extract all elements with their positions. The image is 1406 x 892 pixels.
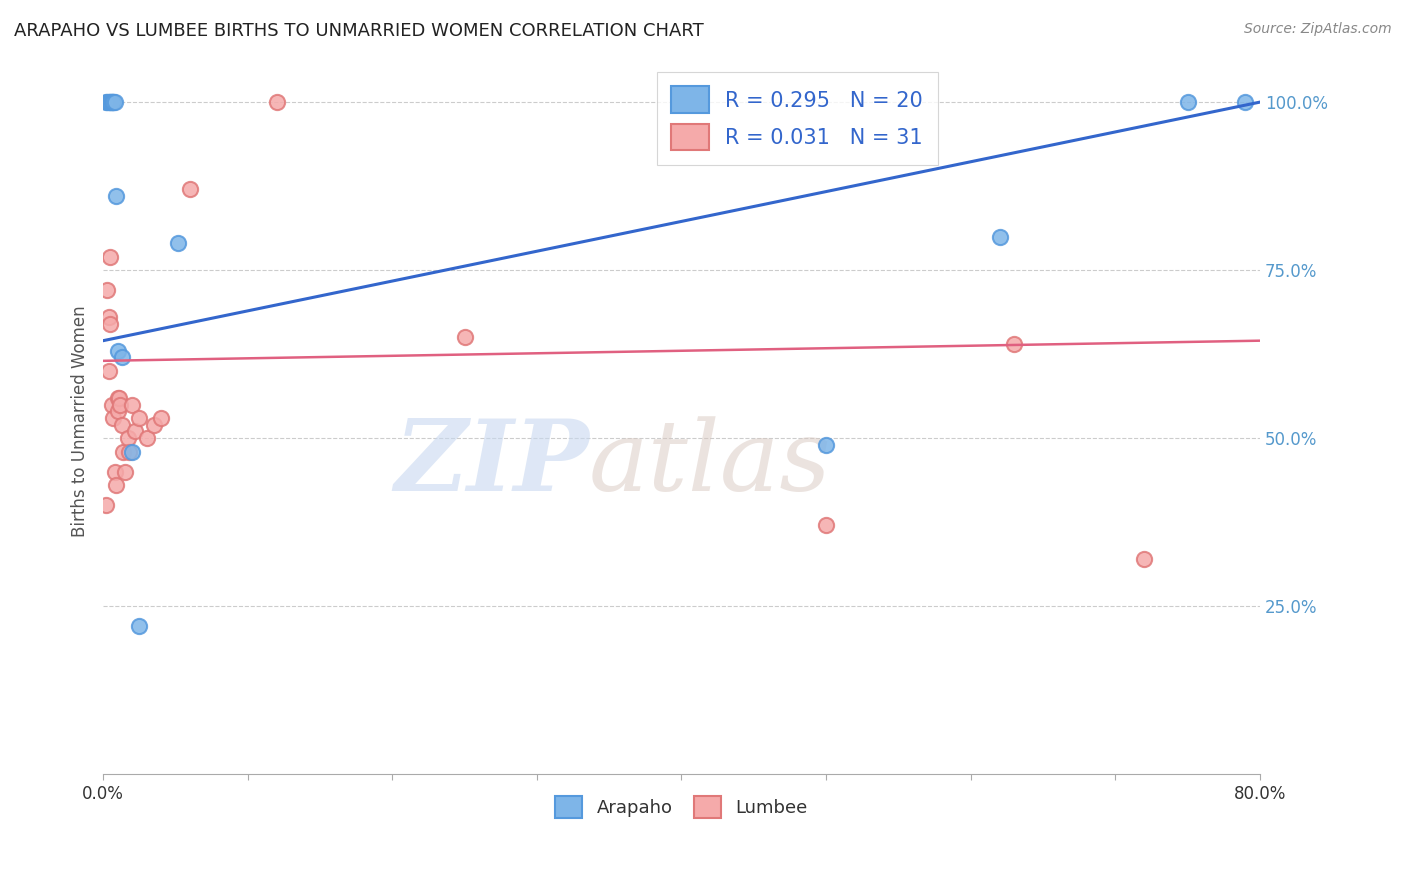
Point — [96, 283, 118, 297]
Point — [266, 95, 288, 109]
Point — [142, 417, 165, 432]
Point — [98, 95, 121, 109]
Point — [103, 411, 125, 425]
Point — [179, 182, 201, 196]
Point — [94, 95, 117, 109]
Point — [105, 189, 128, 203]
Point — [1234, 95, 1257, 109]
Point — [104, 465, 127, 479]
Point — [1002, 337, 1025, 351]
Point — [108, 391, 131, 405]
Text: Source: ZipAtlas.com: Source: ZipAtlas.com — [1244, 22, 1392, 37]
Point — [118, 444, 141, 458]
Point — [149, 411, 172, 425]
Point — [815, 518, 838, 533]
Point — [105, 478, 128, 492]
Point — [112, 444, 135, 458]
Point — [128, 619, 150, 633]
Point — [107, 404, 129, 418]
Point — [101, 95, 124, 109]
Point — [101, 398, 124, 412]
Point — [124, 425, 146, 439]
Point — [94, 499, 117, 513]
Point — [121, 444, 143, 458]
Legend: Arapaho, Lumbee: Arapaho, Lumbee — [548, 789, 815, 825]
Point — [111, 417, 134, 432]
Point — [107, 391, 129, 405]
Point — [98, 317, 121, 331]
Text: atlas: atlas — [589, 416, 832, 511]
Text: ARAPAHO VS LUMBEE BIRTHS TO UNMARRIED WOMEN CORRELATION CHART: ARAPAHO VS LUMBEE BIRTHS TO UNMARRIED WO… — [14, 22, 704, 40]
Y-axis label: Births to Unmarried Women: Births to Unmarried Women — [72, 306, 89, 537]
Point — [107, 343, 129, 358]
Point — [121, 398, 143, 412]
Point — [98, 250, 121, 264]
Point — [97, 95, 120, 109]
Point — [815, 438, 838, 452]
Point — [101, 95, 124, 109]
Point — [1177, 95, 1199, 109]
Point — [453, 330, 475, 344]
Point — [167, 236, 190, 251]
Point — [103, 95, 125, 109]
Point — [114, 465, 136, 479]
Point — [98, 95, 121, 109]
Point — [117, 431, 139, 445]
Point — [96, 95, 118, 109]
Text: ZIP: ZIP — [394, 416, 589, 512]
Point — [988, 229, 1011, 244]
Point — [111, 351, 134, 365]
Point — [97, 310, 120, 325]
Point — [110, 398, 132, 412]
Point — [104, 95, 127, 109]
Point — [128, 411, 150, 425]
Point — [97, 364, 120, 378]
Point — [135, 431, 157, 445]
Point — [1133, 552, 1156, 566]
Point — [103, 95, 125, 109]
